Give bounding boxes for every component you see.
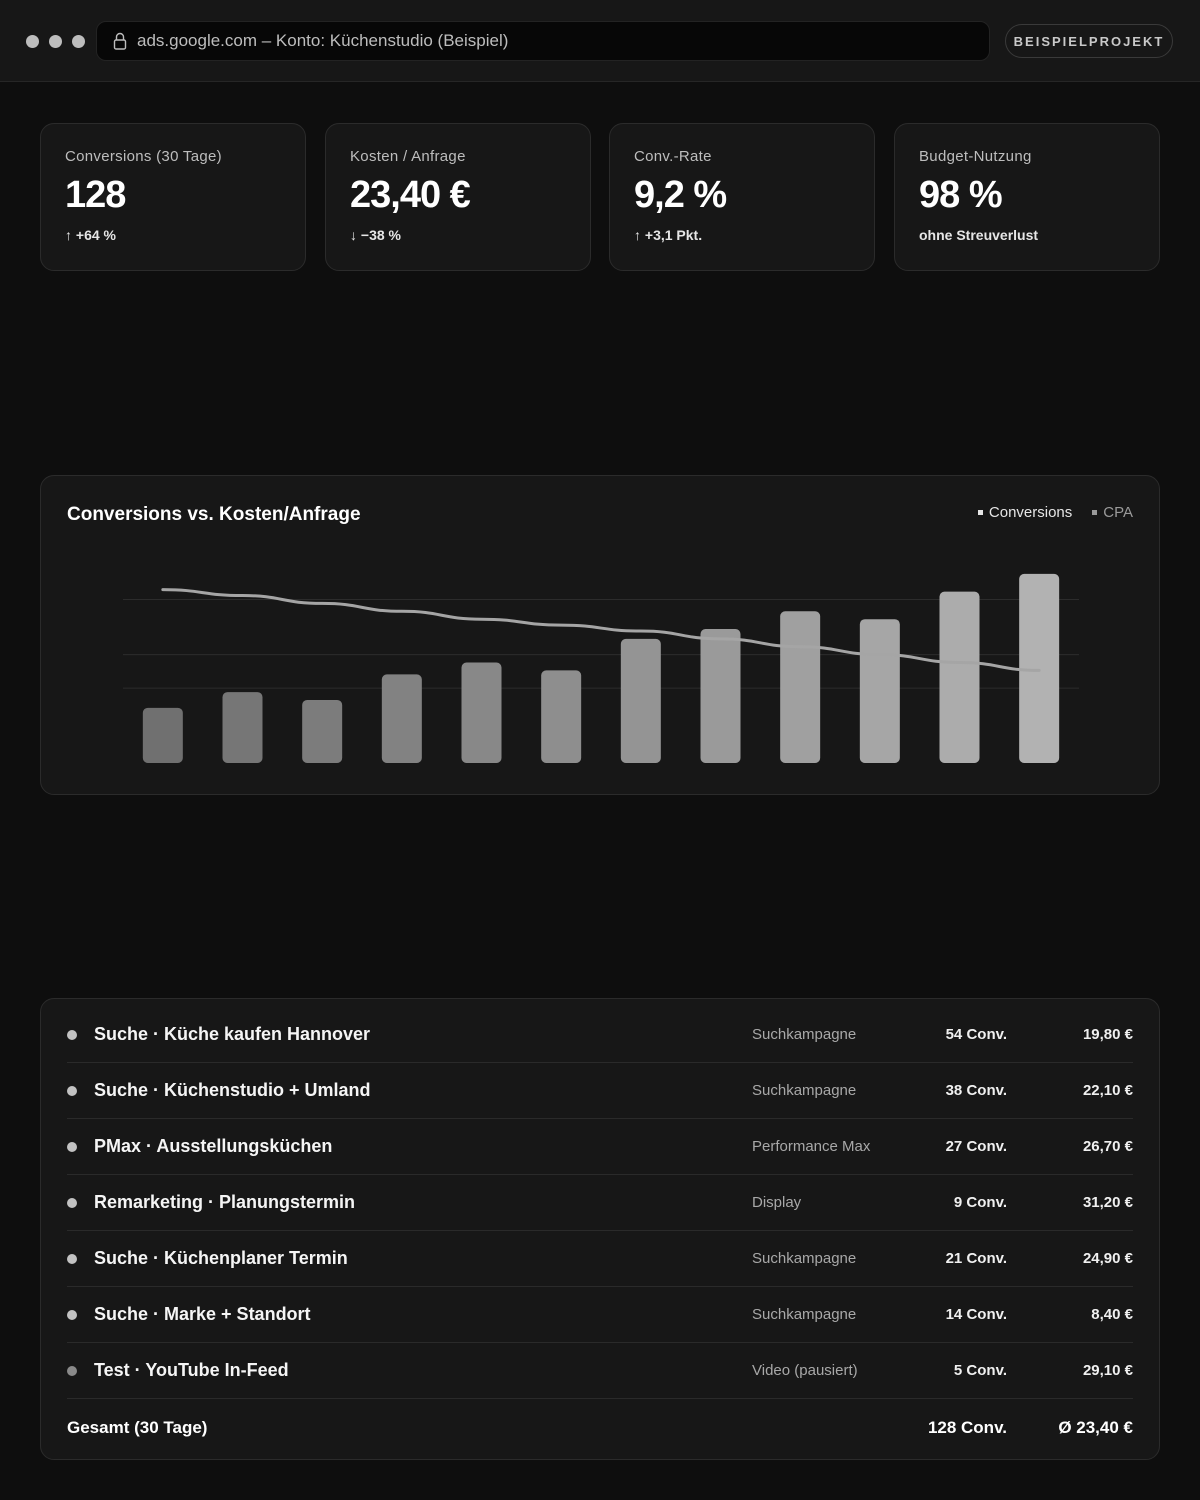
browser-bar: ads.google.com – Konto: Küchenstudio (Be… bbox=[0, 0, 1200, 82]
window-dot-icon[interactable] bbox=[49, 35, 62, 48]
kpi-delta: ↓ −38 % bbox=[350, 227, 401, 243]
legend-item-conversions[interactable]: Conversions bbox=[977, 504, 1073, 521]
kpi-label: Conv.-Rate bbox=[634, 148, 712, 165]
campaign-conversions: 21 Conv. bbox=[945, 1250, 1007, 1267]
table-row[interactable]: Remarketing · Planungstermin Display 9 C… bbox=[67, 1175, 1133, 1231]
campaign-name: Remarketing · Planungstermin bbox=[94, 1192, 356, 1212]
chart-bar[interactable] bbox=[381, 674, 422, 763]
campaign-type: Video (pausiert) bbox=[752, 1362, 858, 1379]
campaign-name: Suche · Marke + Standort bbox=[94, 1304, 311, 1324]
status-dot bbox=[67, 1197, 77, 1208]
window-dot-icon[interactable] bbox=[72, 35, 85, 48]
kpi-value: 23,40 € bbox=[350, 174, 471, 216]
legend-item-cpa[interactable]: CPA bbox=[1092, 504, 1133, 521]
kpi-card-cost-per-lead: Kosten / Anfrage 23,40 € ↓ −38 % bbox=[325, 123, 591, 271]
chart-bar[interactable] bbox=[142, 707, 183, 763]
chart-bar[interactable] bbox=[302, 699, 343, 763]
campaign-type: Display bbox=[752, 1194, 802, 1211]
campaign-cpa: 22,10 € bbox=[1082, 1082, 1133, 1099]
kpi-card-budget-usage: Budget-Nutzung 98 % ohne Streuverlust bbox=[894, 123, 1160, 271]
campaign-cpa: 29,10 € bbox=[1082, 1362, 1133, 1379]
campaign-name: Suche · Küchenstudio + Umland bbox=[94, 1080, 371, 1100]
total-cpa: Ø 23,40 € bbox=[1058, 1418, 1133, 1437]
chart-line-cpa bbox=[161, 588, 1041, 672]
kpi-card-conv-rate: Conv.-Rate 9,2 % ↑ +3,1 Pkt. bbox=[609, 123, 875, 271]
campaign-cpa: 19,80 € bbox=[1082, 1026, 1133, 1043]
campaign-type: Performance Max bbox=[752, 1138, 871, 1155]
campaign-type: Suchkampagne bbox=[752, 1250, 857, 1267]
kpi-delta: ohne Streuverlust bbox=[919, 227, 1039, 243]
table-row[interactable]: Suche · Küchenstudio + Umland Suchkampag… bbox=[67, 1063, 1133, 1119]
total-label: Gesamt (30 Tage) bbox=[67, 1418, 208, 1437]
kpi-label: Budget-Nutzung bbox=[919, 148, 1032, 165]
status-dot bbox=[67, 1029, 77, 1040]
campaign-cpa: 8,40 € bbox=[1091, 1306, 1133, 1323]
table-row[interactable]: Suche · Küchenplaner Termin Suchkampagne… bbox=[67, 1231, 1133, 1287]
project-badge: BEISPIELPROJEKT bbox=[1005, 24, 1173, 58]
kpi-delta: ↑ +64 % bbox=[65, 227, 116, 243]
chart-bar[interactable] bbox=[541, 670, 582, 763]
chart-bar[interactable] bbox=[222, 692, 263, 763]
campaign-type: Suchkampagne bbox=[752, 1082, 857, 1099]
address-bar[interactable]: ads.google.com – Konto: Küchenstudio (Be… bbox=[96, 21, 990, 61]
table-row[interactable]: PMax · Ausstellungsküchen Performance Ma… bbox=[67, 1119, 1133, 1175]
kpi-delta: ↑ +3,1 Pkt. bbox=[634, 227, 703, 243]
campaign-type: Suchkampagne bbox=[752, 1306, 857, 1323]
campaign-table: Suche · Küche kaufen Hannover Suchkampag… bbox=[40, 998, 1160, 1460]
chart-plot bbox=[123, 573, 1079, 763]
total-row: Gesamt (30 Tage) 128 Conv. Ø 23,40 € bbox=[67, 1399, 1133, 1457]
campaign-type: Suchkampagne bbox=[752, 1026, 857, 1043]
status-dot bbox=[67, 1141, 77, 1152]
chart-legend: Conversions CPA bbox=[977, 504, 1133, 521]
kpi-label: Conversions (30 Tage) bbox=[65, 148, 222, 165]
status-dot bbox=[67, 1253, 77, 1264]
campaign-name: Suche · Küche kaufen Hannover bbox=[94, 1024, 371, 1044]
status-dot bbox=[67, 1309, 77, 1320]
legend-swatch bbox=[977, 510, 983, 515]
campaign-conversions: 9 Conv. bbox=[953, 1194, 1007, 1211]
kpi-value: 98 % bbox=[919, 174, 1003, 216]
url-text: ads.google.com – Konto: Küchenstudio (Be… bbox=[137, 31, 509, 50]
kpi-value: 128 bbox=[65, 174, 126, 216]
campaign-conversions: 38 Conv. bbox=[945, 1082, 1007, 1099]
chart-panel: Conversions vs. Kosten/Anfrage Conversio… bbox=[40, 475, 1160, 795]
campaign-conversions: 5 Conv. bbox=[953, 1362, 1007, 1379]
campaign-name: Test · YouTube In-Feed bbox=[94, 1360, 289, 1380]
lock-icon bbox=[113, 32, 127, 50]
campaign-cpa: 26,70 € bbox=[1082, 1138, 1133, 1155]
chart-bar[interactable] bbox=[620, 638, 661, 763]
chart-bar[interactable] bbox=[859, 619, 900, 763]
kpi-value: 9,2 % bbox=[634, 174, 727, 216]
campaign-cpa: 31,20 € bbox=[1082, 1194, 1133, 1211]
campaign-conversions: 54 Conv. bbox=[945, 1026, 1007, 1043]
window-controls bbox=[26, 35, 85, 48]
legend-swatch bbox=[1092, 510, 1098, 515]
chart-bar[interactable] bbox=[700, 629, 741, 763]
campaign-cpa: 24,90 € bbox=[1082, 1250, 1133, 1267]
total-conversions: 128 Conv. bbox=[927, 1418, 1007, 1437]
kpi-label: Kosten / Anfrage bbox=[350, 148, 466, 165]
table-row[interactable]: Suche · Küche kaufen Hannover Suchkampag… bbox=[67, 1007, 1133, 1063]
legend-label: CPA bbox=[1103, 504, 1133, 521]
campaign-name: Suche · Küchenplaner Termin bbox=[94, 1248, 348, 1268]
status-dot bbox=[67, 1085, 77, 1096]
chart-bar[interactable] bbox=[1019, 573, 1060, 763]
table-row[interactable]: Test · YouTube In-Feed Video (pausiert) … bbox=[67, 1343, 1133, 1399]
chart-title: Conversions vs. Kosten/Anfrage bbox=[67, 504, 361, 525]
chart-bar[interactable] bbox=[939, 591, 980, 763]
status-dot bbox=[67, 1365, 77, 1376]
chart-bar[interactable] bbox=[461, 662, 502, 763]
window-dot-icon[interactable] bbox=[26, 35, 39, 48]
campaign-conversions: 27 Conv. bbox=[945, 1138, 1007, 1155]
campaign-conversions: 14 Conv. bbox=[945, 1306, 1007, 1323]
chart-bar[interactable] bbox=[780, 611, 821, 763]
legend-label: Conversions bbox=[988, 504, 1073, 521]
kpi-card-conversions: Conversions (30 Tage) 128 ↑ +64 % bbox=[40, 123, 306, 271]
campaign-name: PMax · Ausstellungsküchen bbox=[94, 1136, 333, 1156]
table-row[interactable]: Suche · Marke + Standort Suchkampagne 14… bbox=[67, 1287, 1133, 1343]
